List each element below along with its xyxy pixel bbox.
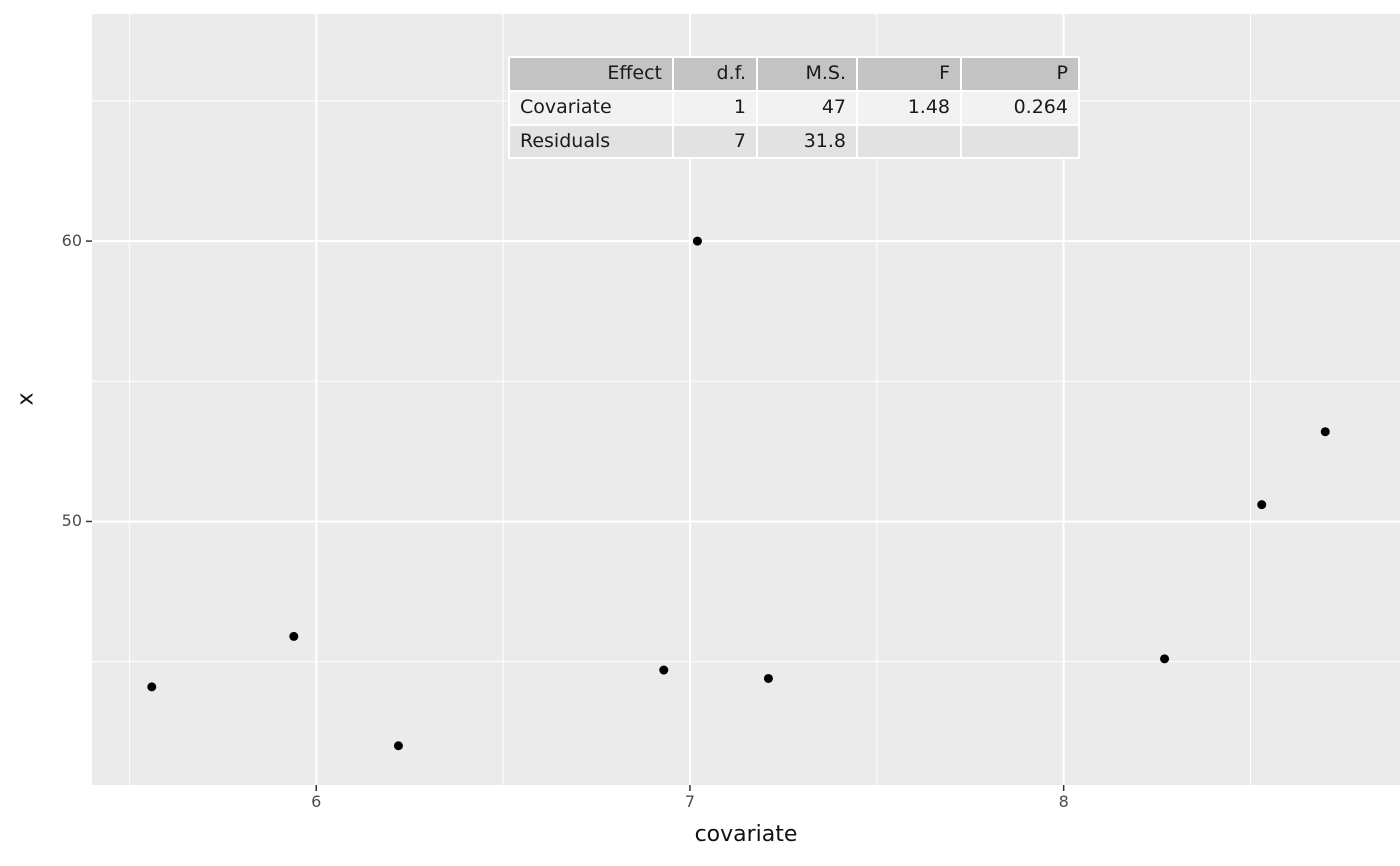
- anova-table-cell: 1.48: [856, 89, 962, 126]
- x-axis-title: covariate: [694, 822, 798, 847]
- anova-table-cell: 1: [672, 89, 758, 126]
- anova-table-cell: Covariate: [508, 89, 674, 126]
- y-tick-label: 60: [61, 231, 82, 251]
- anova-table-cell: [856, 123, 962, 160]
- anova-header-cell: F: [856, 56, 962, 92]
- data-point: [393, 741, 403, 751]
- anova-table-header: Effect d.f. M.S. F P: [508, 56, 1080, 92]
- y-tick-label: 50: [61, 511, 82, 531]
- data-point: [1257, 500, 1267, 510]
- data-point: [763, 673, 773, 683]
- data-point: [659, 665, 669, 675]
- anova-table-row: Residuals 7 31.8: [508, 123, 1080, 160]
- x-tick-label: 8: [1058, 792, 1069, 811]
- data-point: [147, 682, 157, 692]
- anova-header-cell: d.f.: [672, 56, 758, 92]
- data-point: [692, 236, 702, 246]
- x-tick-label: 7: [684, 792, 696, 811]
- y-axis-title: x: [13, 392, 39, 406]
- anova-table: Effect d.f. M.S. F P Covariate 1 47 1.48 0.264 Re…: [508, 56, 1080, 160]
- anova-header-cell: M.S.: [756, 56, 858, 92]
- data-point: [1160, 654, 1170, 664]
- anova-table-cell: 31.8: [756, 123, 858, 160]
- anova-table-cell: 47: [756, 89, 858, 126]
- anova-table-cell: 7: [672, 123, 758, 160]
- anova-header-row: Effect d.f. M.S. F P: [508, 56, 1080, 92]
- anova-header-cell: P: [960, 56, 1080, 92]
- anova-header-cell: Effect: [508, 56, 674, 92]
- anova-table-cell: 0.264: [960, 89, 1080, 126]
- anova-table-cell: [960, 123, 1080, 160]
- anova-table-cell: Residuals: [508, 123, 674, 160]
- anova-table-row: Covariate 1 47 1.48 0.264: [508, 89, 1080, 126]
- data-point: [1320, 427, 1330, 437]
- data-point: [289, 631, 299, 641]
- x-tick-label: 6: [311, 792, 322, 811]
- anova-table-body: Covariate 1 47 1.48 0.264 Residuals 7 31.8: [508, 89, 1080, 160]
